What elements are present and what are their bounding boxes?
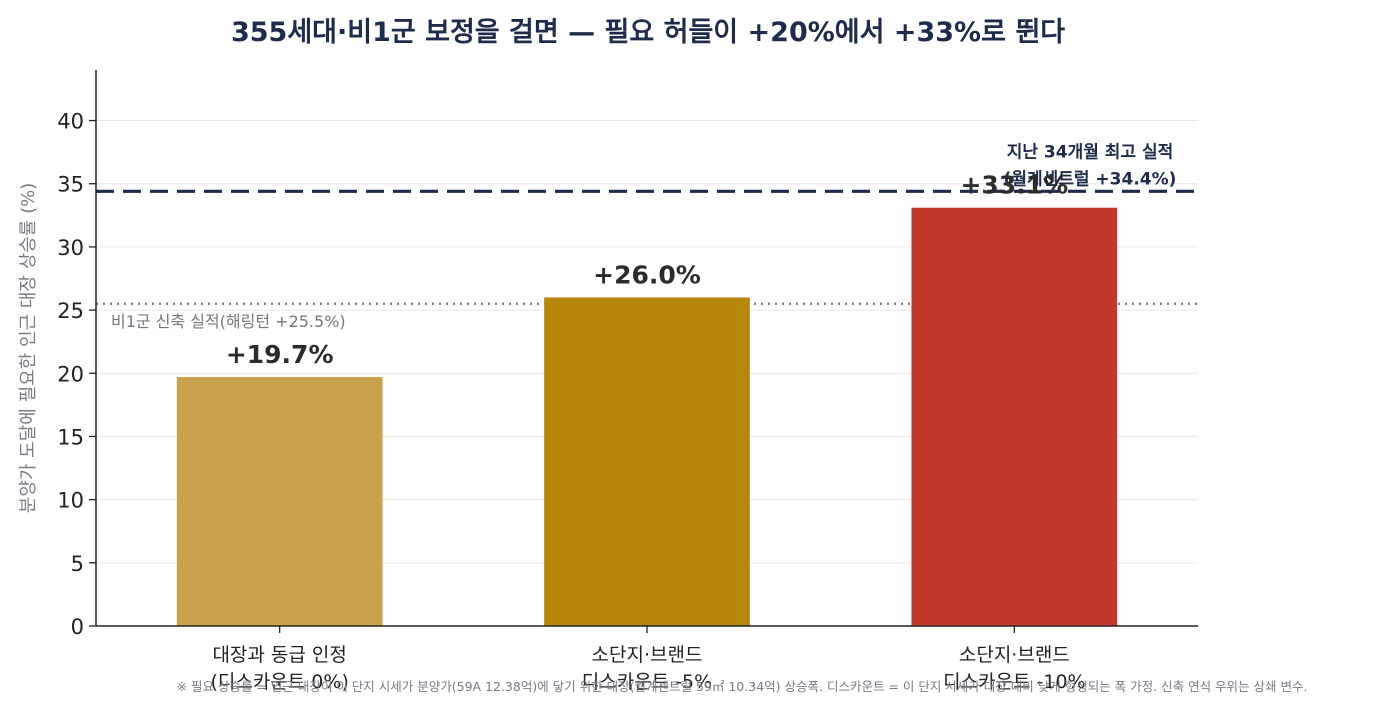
x-tick-label: 디스카운트 -10% [943, 671, 1086, 693]
bar [544, 297, 750, 626]
chart-title: 355세대·비1군 보정을 걸면 — 필요 허들이 +20%에서 +33%로 뛴… [231, 17, 1065, 48]
y-tick-label: 40 [57, 110, 84, 134]
x-tick-label: 대장과 동급 인정 [212, 644, 346, 666]
x-tick-label: (디스카운트 0%) [210, 671, 348, 693]
y-ticks: 0 5 10 15 20 25 30 35 40 [57, 110, 96, 639]
y-tick-label: 0 [71, 615, 84, 639]
y-axis-label: 분양가 도달에 필요한 인근 대장 상승률 (%) [18, 183, 39, 513]
y-tick-label: 15 [57, 425, 84, 449]
y-tick-label: 20 [57, 362, 84, 386]
y-tick-label: 25 [57, 299, 84, 323]
value-label: +33.1% [960, 171, 1068, 200]
bar [176, 377, 383, 626]
value-labels: +19.7% +26.0% +33.1% [226, 171, 1068, 369]
y-tick-label: 5 [71, 552, 84, 576]
x-tick-label: 디스카운트 -5% [582, 671, 712, 693]
y-tick-label: 30 [57, 236, 84, 260]
reference-line-label: 지난 34개월 최고 실적 [1007, 142, 1174, 162]
value-label: +19.7% [226, 340, 334, 369]
x-tick-label: 소단지·브랜드 [959, 644, 1070, 666]
bar [911, 207, 1118, 626]
reference-line-label: 비1군 신축 실적(해링턴 +25.5%) [111, 312, 346, 331]
reference-line-label: (월계센트럴 +34.4%) [1004, 169, 1177, 189]
value-label: +26.0% [593, 260, 701, 289]
x-tick-label: 소단지·브랜드 [592, 644, 703, 666]
bars [176, 207, 1118, 626]
y-tick-label: 35 [57, 173, 84, 197]
y-tick-label: 10 [57, 489, 84, 513]
footnote: ※ 필요 상승률 = 인근 대장이 이 단지 시세가 분양가(59A 12.38… [177, 679, 1308, 694]
